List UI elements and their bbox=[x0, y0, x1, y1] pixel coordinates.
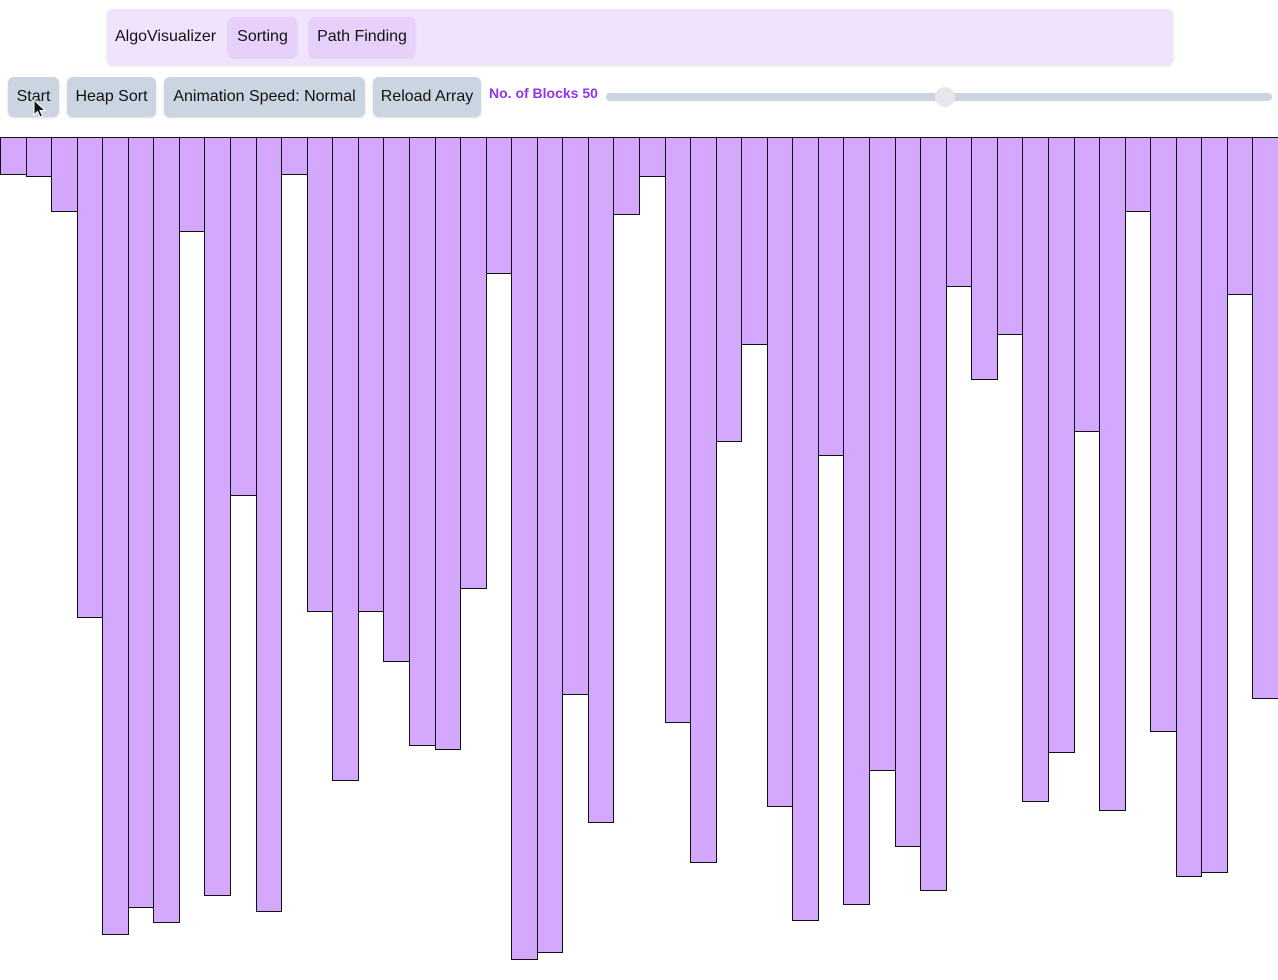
array-bar bbox=[537, 137, 563, 953]
array-bar bbox=[1252, 137, 1278, 699]
animation-speed-button[interactable]: Animation Speed: Normal bbox=[164, 77, 365, 117]
array-bar bbox=[511, 137, 538, 960]
array-bar bbox=[77, 137, 103, 618]
array-bar bbox=[486, 137, 512, 274]
array-bar bbox=[1227, 137, 1253, 295]
array-bar bbox=[613, 137, 640, 215]
top-navbar: AlgoVisualizer Sorting Path Finding bbox=[107, 9, 1173, 65]
array-bar bbox=[332, 137, 359, 781]
algorithm-select-button[interactable]: Heap Sort bbox=[67, 77, 156, 117]
array-bar bbox=[281, 137, 308, 175]
array-bar bbox=[256, 137, 282, 912]
array-bar bbox=[358, 137, 384, 612]
array-bar bbox=[920, 137, 947, 891]
array-bar bbox=[1099, 137, 1126, 811]
array-bar bbox=[1201, 137, 1228, 873]
array-bar bbox=[204, 137, 231, 896]
array-bar bbox=[818, 137, 844, 456]
array-bar bbox=[767, 137, 793, 807]
array-bars-container bbox=[0, 137, 1278, 980]
nav-sorting-button[interactable]: Sorting bbox=[228, 17, 297, 57]
reload-array-button[interactable]: Reload Array bbox=[373, 77, 481, 117]
blocks-slider-thumb[interactable] bbox=[935, 87, 955, 107]
array-bar bbox=[153, 137, 180, 923]
array-bar bbox=[665, 137, 691, 723]
array-bar bbox=[843, 137, 870, 905]
array-bar bbox=[1176, 137, 1202, 877]
array-bar bbox=[588, 137, 614, 823]
array-bar bbox=[895, 137, 921, 847]
blocks-slider[interactable] bbox=[606, 87, 1272, 107]
array-bar bbox=[383, 137, 410, 662]
array-bar bbox=[409, 137, 436, 746]
array-bar bbox=[1150, 137, 1177, 732]
start-button[interactable]: Start bbox=[8, 77, 59, 117]
brand-title[interactable]: AlgoVisualizer bbox=[115, 28, 217, 45]
array-bar bbox=[971, 137, 998, 380]
array-bar bbox=[179, 137, 205, 232]
array-bar bbox=[128, 137, 154, 908]
array-bar bbox=[690, 137, 717, 863]
blocks-count-label: No. of Blocks 50 bbox=[489, 85, 598, 101]
nav-pathfinding-button[interactable]: Path Finding bbox=[309, 17, 415, 57]
array-bar bbox=[307, 137, 333, 612]
array-bar bbox=[741, 137, 768, 345]
array-bar bbox=[1074, 137, 1100, 432]
array-bar bbox=[869, 137, 896, 771]
array-bar bbox=[102, 137, 129, 935]
array-bar bbox=[639, 137, 666, 177]
array-bar bbox=[792, 137, 819, 921]
array-bar bbox=[230, 137, 257, 496]
array-bar bbox=[1125, 137, 1151, 212]
array-bar bbox=[997, 137, 1023, 335]
array-bar bbox=[26, 137, 52, 177]
array-bar bbox=[51, 137, 78, 212]
array-bar bbox=[435, 137, 461, 750]
array-bar bbox=[716, 137, 742, 442]
array-bar bbox=[460, 137, 487, 589]
array-bar bbox=[1022, 137, 1049, 802]
array-bar bbox=[0, 137, 27, 175]
array-bar bbox=[946, 137, 972, 287]
array-bar bbox=[1048, 137, 1075, 753]
array-bar bbox=[562, 137, 589, 695]
